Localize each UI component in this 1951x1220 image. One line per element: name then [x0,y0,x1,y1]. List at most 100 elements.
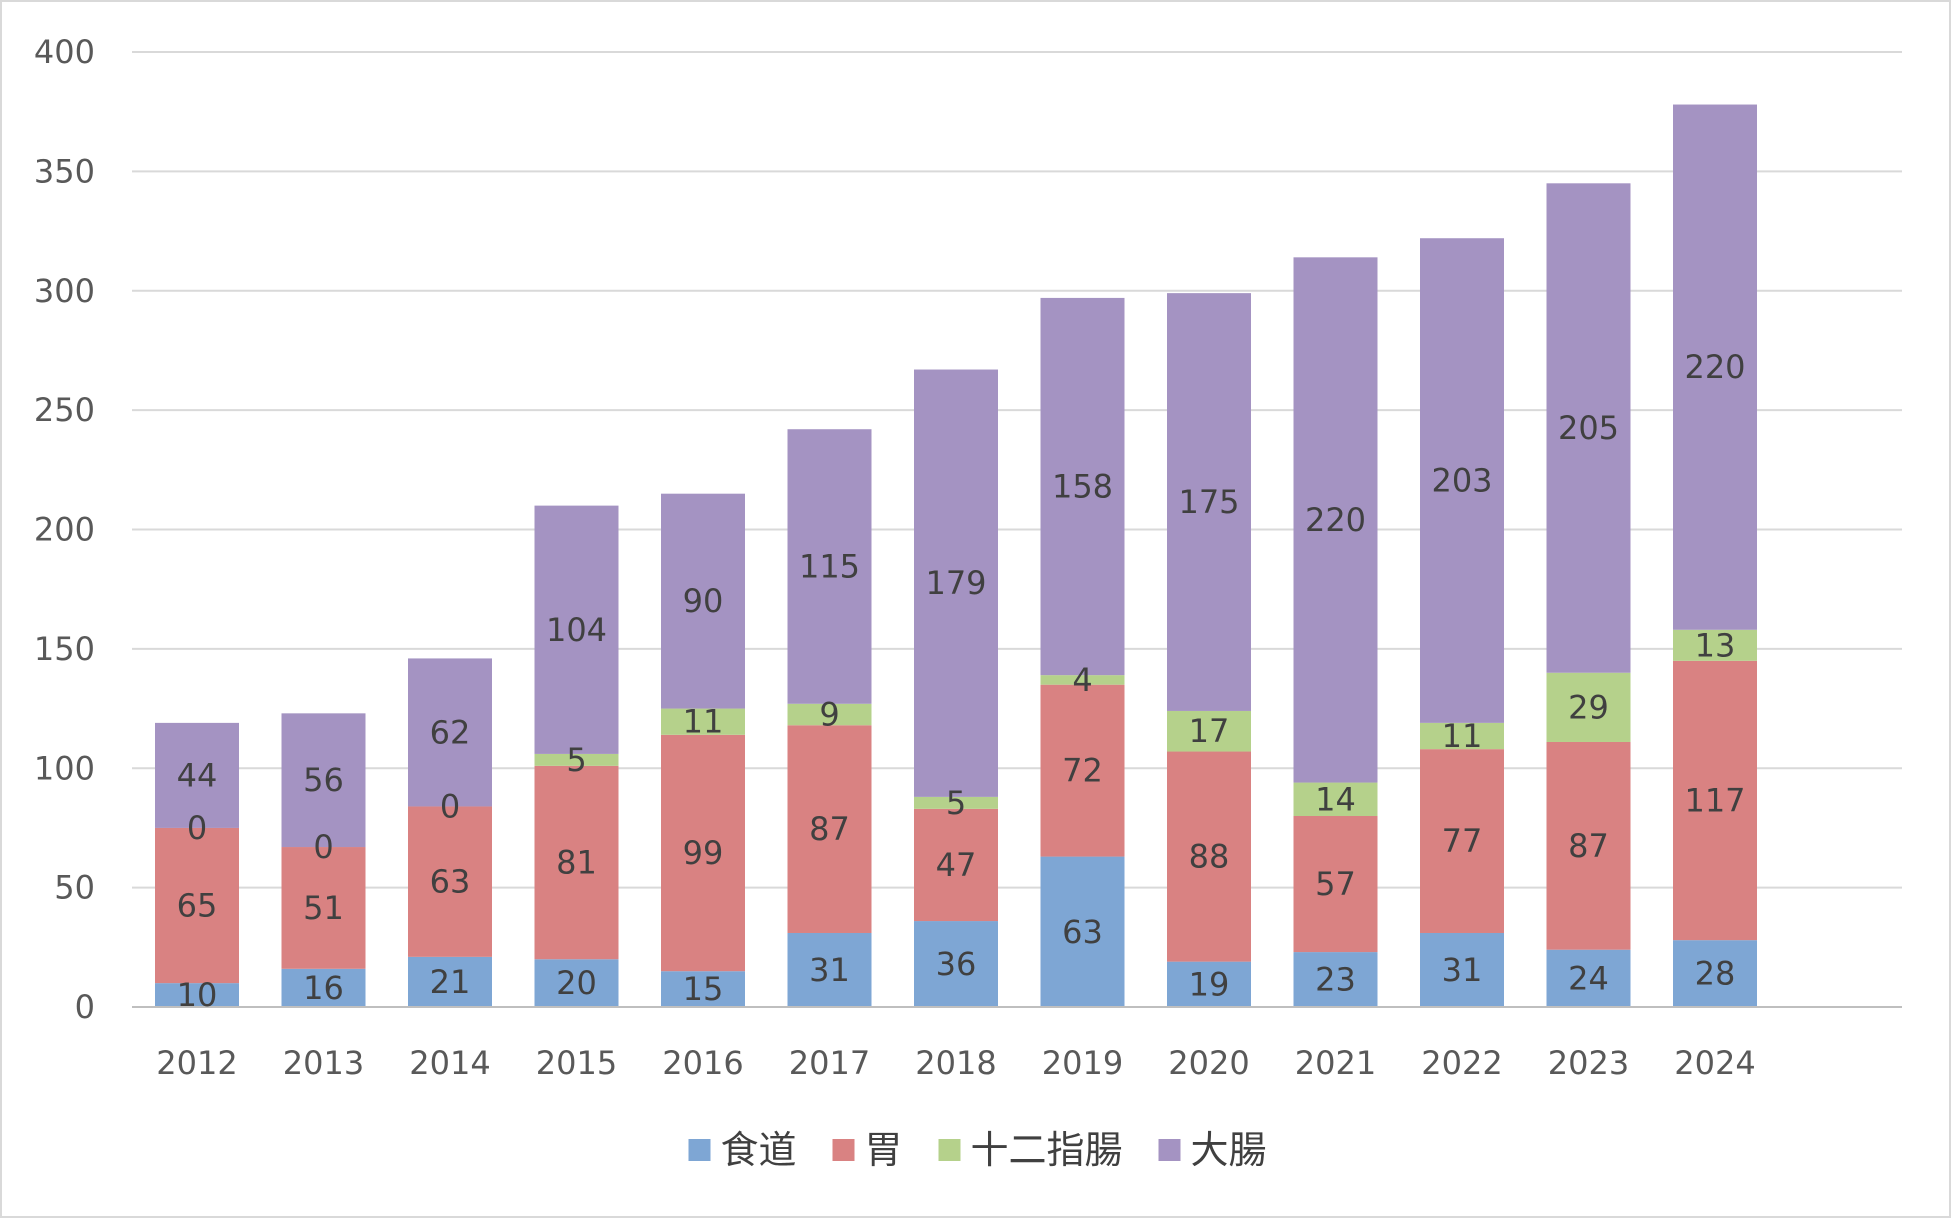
data-label: 29 [1568,688,1609,726]
bar-segment [534,753,619,766]
x-tick-label: 2013 [283,1044,364,1082]
data-label: 158 [1052,468,1113,506]
bar-segment [1546,672,1631,742]
bar-segment [281,968,366,1007]
data-label: 56 [303,761,344,799]
bar-segment [1167,293,1251,711]
x-tick-label: 2017 [789,1044,870,1082]
y-tick-label: 0 [75,988,95,1026]
data-label: 20 [556,964,597,1002]
bar-segment [281,713,366,848]
data-label: 205 [1558,409,1619,447]
bar-segment [787,429,872,704]
data-label: 220 [1305,501,1366,539]
data-label: 63 [430,863,471,901]
data-label: 81 [556,844,597,882]
data-label: 65 [177,887,218,925]
data-label: 31 [1442,951,1483,989]
data-label: 36 [936,945,977,983]
bar-segment [1167,961,1251,1007]
x-tick-label: 2021 [1295,1044,1376,1082]
bar-segment [155,722,239,828]
data-label: 72 [1062,752,1103,790]
data-label: 47 [936,846,977,884]
bar-segment [914,808,998,922]
data-label: 0 [440,787,460,825]
x-tick-label: 2020 [1168,1044,1249,1082]
data-label: 21 [430,963,471,1001]
y-tick-label: 300 [34,272,95,310]
bar-segment [1546,949,1631,1007]
data-label: 24 [1568,959,1609,997]
bar-segment [1040,856,1125,1007]
data-label: 11 [1442,717,1483,755]
bar-segment [787,725,872,933]
data-label: 117 [1684,781,1745,819]
y-tick-label: 350 [34,152,95,190]
x-tick-label: 2012 [156,1044,237,1082]
legend-label: 大腸 [1191,1128,1267,1172]
bar-segment [661,708,745,735]
bar-segment [1673,629,1757,661]
data-label: 14 [1315,780,1356,818]
data-label: 0 [187,809,207,847]
x-tick-label: 2023 [1548,1044,1629,1082]
data-label: 90 [683,582,724,620]
y-tick-label: 250 [34,391,95,429]
bar-segment [661,734,745,972]
data-label: 19 [1189,965,1230,1003]
bar-segment [408,956,492,1007]
bar-segment [1040,684,1125,857]
data-label: 31 [809,951,850,989]
bar-segment [408,806,492,957]
data-labels: 10 65 0 44 16 51 0 56 21 63 0 62 20 81 5 104 15 99 11 90 31 8… [177,348,1746,1014]
legend-swatch [688,1139,711,1161]
bar-segment [1420,238,1504,723]
data-label: 44 [177,756,218,794]
data-label: 115 [799,548,860,586]
data-label: 13 [1695,626,1736,664]
data-label: 11 [683,703,724,741]
y-tick-label: 400 [34,33,95,71]
bar-segment [661,971,745,1007]
bar-segment [1546,183,1631,673]
legend-label: 十二指腸 [971,1128,1123,1172]
bar-segment [1040,675,1125,685]
bar-segment [1040,297,1125,676]
data-label: 203 [1431,462,1492,500]
gridlines [132,51,1902,889]
bar-segment [1420,932,1504,1007]
x-tick-label: 2019 [1042,1044,1123,1082]
y-tick-label: 100 [34,749,95,787]
bar-segment [155,827,239,984]
bar-segment [1420,722,1504,750]
bar-segment [1673,104,1757,630]
data-label: 99 [683,834,724,872]
bar-segment [155,983,239,1007]
bar-segment [534,959,619,1007]
bar-segment [914,369,998,797]
data-label: 23 [1315,961,1356,999]
bar-segment [1167,751,1251,962]
bar-segment [1420,749,1504,933]
bar-segment [914,796,998,809]
data-label: 9 [819,696,839,734]
data-label: 57 [1315,865,1356,903]
data-label: 28 [1695,955,1736,993]
bar-segment [1546,741,1631,950]
data-label: 51 [303,889,344,927]
data-label: 10 [177,976,218,1014]
x-tick-label: 2016 [662,1044,743,1082]
bar-segment [914,921,998,1007]
bar-segment [1293,257,1378,783]
data-label: 87 [809,810,850,848]
legend-swatch [832,1139,855,1161]
data-label: 63 [1062,913,1103,951]
legend: 食道 胃 十二指腸 大腸 [688,1128,1267,1172]
y-tick-label: 50 [54,869,95,907]
x-tick-label: 2022 [1421,1044,1502,1082]
legend-label: 食道 [721,1128,797,1172]
data-label: 5 [566,741,586,779]
data-label: 16 [303,969,344,1007]
